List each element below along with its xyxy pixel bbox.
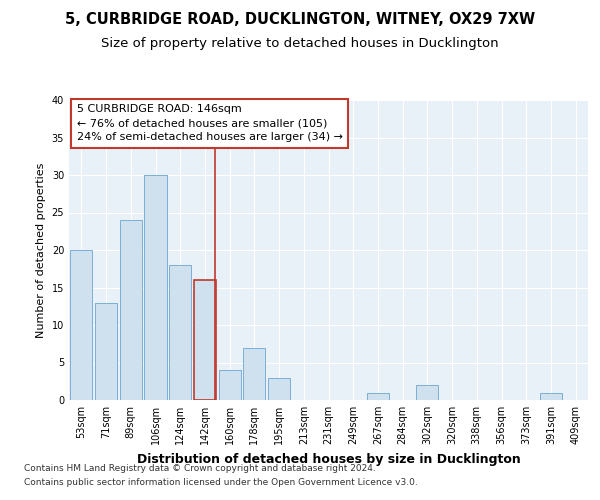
Bar xyxy=(540,392,562,400)
Bar xyxy=(243,348,265,400)
Text: Contains HM Land Registry data © Crown copyright and database right 2024.: Contains HM Land Registry data © Crown c… xyxy=(24,464,376,473)
Bar xyxy=(95,302,117,400)
X-axis label: Distribution of detached houses by size in Ducklington: Distribution of detached houses by size … xyxy=(137,452,520,466)
Y-axis label: Number of detached properties: Number of detached properties xyxy=(36,162,46,338)
Text: Contains public sector information licensed under the Open Government Licence v3: Contains public sector information licen… xyxy=(24,478,418,487)
Bar xyxy=(70,250,92,400)
Bar xyxy=(169,265,191,400)
Bar xyxy=(218,370,241,400)
Bar xyxy=(268,378,290,400)
Text: 5, CURBRIDGE ROAD, DUCKLINGTON, WITNEY, OX29 7XW: 5, CURBRIDGE ROAD, DUCKLINGTON, WITNEY, … xyxy=(65,12,535,28)
Bar xyxy=(367,392,389,400)
Bar xyxy=(145,175,167,400)
Text: 5 CURBRIDGE ROAD: 146sqm
← 76% of detached houses are smaller (105)
24% of semi-: 5 CURBRIDGE ROAD: 146sqm ← 76% of detach… xyxy=(77,104,343,142)
Bar xyxy=(416,385,439,400)
Text: Size of property relative to detached houses in Ducklington: Size of property relative to detached ho… xyxy=(101,37,499,50)
Bar xyxy=(119,220,142,400)
Bar xyxy=(194,280,216,400)
